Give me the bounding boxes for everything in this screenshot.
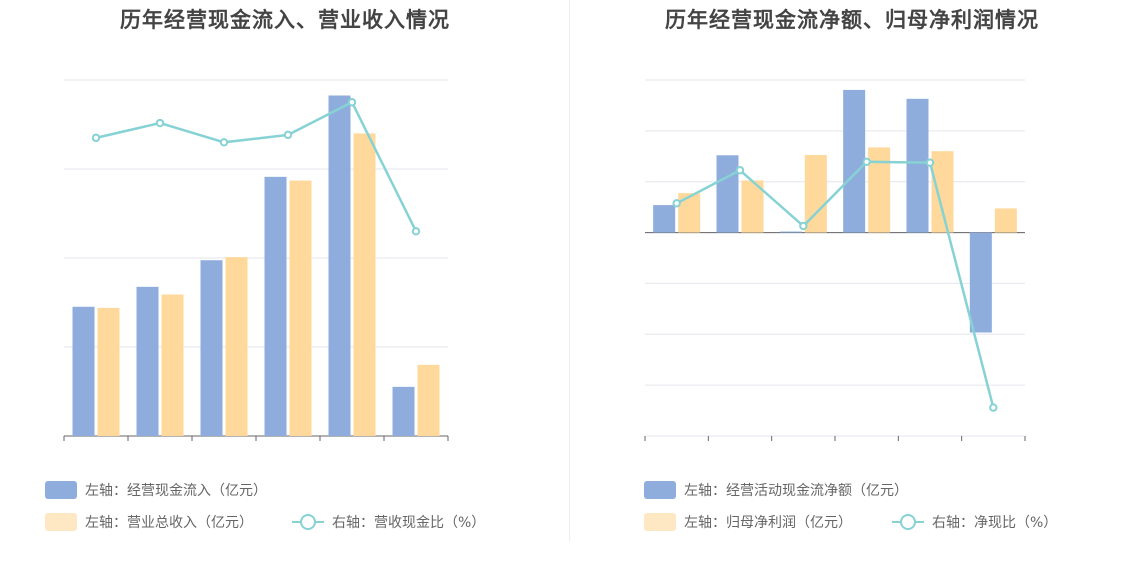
chart-svg [644, 79, 1026, 441]
legend-item[interactable]: 左轴：经营现金流入（亿元） [45, 480, 267, 500]
line-point [799, 221, 808, 231]
chart-title: 历年经营现金流净额、归母净利润情况 [665, 8, 1039, 32]
line-point [735, 166, 745, 175]
bar-series2 [931, 151, 954, 233]
bar-series2 [97, 307, 120, 436]
bar-series1 [716, 155, 739, 233]
legend-label: 左轴：经营现金流入（亿元） [85, 483, 267, 499]
bar-series1 [969, 232, 992, 333]
bar-series2 [353, 133, 376, 436]
legend-label: 左轴：归母净利润（亿元） [684, 515, 852, 531]
line-point [219, 138, 229, 147]
line-point [347, 98, 357, 107]
bar-series1 [136, 286, 159, 436]
bar-series1 [200, 260, 223, 436]
line-point [155, 118, 165, 128]
legend-line-swatch [292, 513, 324, 531]
legend-label: 右轴：净现比（%） [932, 515, 1058, 531]
bar-series2 [678, 193, 701, 233]
legend-line-swatch [892, 513, 924, 531]
bar-series2 [868, 147, 891, 233]
chart-panel-cashflow-revenue: 历年经营现金流入、营业收入情况 左轴：经营现金流入（亿元） 左轴：营业总收入（亿元… [45, 8, 485, 532]
legend-bar-swatch [644, 513, 676, 531]
bar-series2 [417, 364, 440, 436]
legend-item[interactable]: 左轴：归母净利润（亿元） [644, 512, 852, 532]
legend-item[interactable]: 右轴：净现比（%） [892, 512, 1057, 532]
line-series [95, 100, 418, 232]
legend-bar-swatch [45, 513, 77, 531]
line-point [989, 403, 998, 412]
legend-item[interactable]: 左轴：营业总收入（亿元） [45, 512, 253, 532]
line-point [925, 158, 935, 167]
bar-series2 [289, 180, 312, 436]
line-point [672, 199, 681, 208]
bar-series2 [225, 257, 248, 436]
bar-series2 [741, 180, 764, 233]
legend-bar-swatch [644, 481, 676, 499]
bar-series1 [906, 98, 929, 233]
line-point [862, 157, 871, 166]
bar-series2 [804, 155, 827, 233]
legend-label: 左轴：经营活动现金流净额（亿元） [684, 483, 908, 499]
line-point [283, 130, 293, 140]
panel-divider [569, 0, 570, 542]
chart-svg [63, 79, 449, 441]
bar-series1 [779, 231, 802, 233]
legend-item[interactable]: 左轴：经营活动现金流净额（亿元） [644, 480, 908, 500]
bar-series2 [161, 294, 184, 436]
line-series [676, 160, 995, 408]
bar-series1 [843, 89, 866, 233]
legend-label: 左轴：营业总收入（亿元） [85, 515, 253, 531]
chart-panel-netcash-profit: 历年经营现金流净额、归母净利润情况 左轴：经营活动现金流净额（亿元） 左轴：归母净… [570, 0, 1134, 582]
bar-series1 [653, 205, 676, 233]
bar-series1 [328, 95, 351, 437]
line-point [91, 133, 101, 143]
bar-series2 [994, 208, 1017, 233]
bar-series1 [72, 306, 95, 436]
legend-item[interactable]: 右轴：营收现金比（%） [292, 512, 485, 532]
line-point [411, 227, 421, 236]
bar-series1 [392, 386, 415, 436]
bar-series1 [264, 176, 287, 436]
chart-title: 历年经营现金流入、营业收入情况 [120, 8, 450, 32]
legend-bar-swatch [45, 481, 77, 499]
legend-label: 右轴：营收现金比（%） [332, 515, 486, 531]
